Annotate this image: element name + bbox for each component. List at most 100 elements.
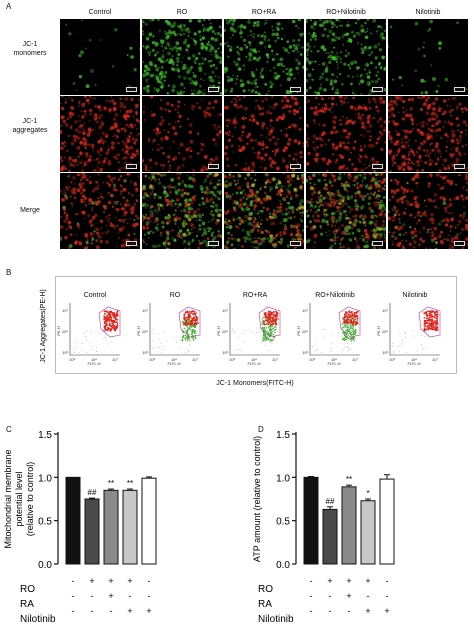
micrograph [142, 19, 222, 95]
flow-plot-title: Nilotinib [402, 292, 428, 299]
significance-mark: ** [127, 479, 133, 488]
scale-bar [454, 164, 465, 169]
flow-inner-ylabel: PE-H [296, 326, 301, 336]
column-label: Control [88, 9, 112, 16]
condition-sign: - [329, 591, 332, 601]
row-label-text: Merge [20, 207, 40, 214]
flow-gate-polygon [98, 306, 121, 338]
flow-y-tick-label: 10³ [142, 350, 148, 355]
significance-mark: ** [346, 475, 352, 484]
condition-sign: + [384, 606, 389, 616]
condition-sign: + [108, 576, 113, 586]
flow-plot-title: RO+Nilotinib [315, 292, 355, 299]
condition-label: RA [258, 599, 272, 610]
significance-mark: ## [88, 488, 97, 497]
y-tick-label: 0.0 [38, 560, 52, 571]
bar [103, 489, 119, 565]
flow-plot-title: RO [169, 292, 181, 299]
condition-sign: + [365, 576, 370, 586]
y-tick-label: 0.5 [38, 517, 52, 528]
condition-sign: - [148, 576, 151, 586]
condition-sign: - [72, 576, 75, 586]
flow-x-tick-label: 10³ [309, 357, 315, 362]
micrograph [388, 96, 468, 172]
micrograph [142, 96, 222, 172]
flow-y-tick-label: 10⁵ [382, 329, 388, 334]
flow-x-axis-label: JC-1 Monomers(FITC-H) [216, 380, 294, 387]
row-label-aggregates: JC-1 aggregates [3, 117, 57, 135]
y-tick-label: 1.0 [276, 473, 290, 484]
significance-mark: * [366, 489, 369, 498]
flow-y-tick-label: 10⁷ [302, 308, 308, 313]
flow-y-tick-label: 10⁵ [142, 329, 148, 334]
flow-scatter-plot: 10³ 10⁵ 10⁷ 10³ 10⁵ 10⁷ FITC-H PE-H [56, 303, 121, 365]
condition-sign: + [346, 591, 351, 601]
condition-label: Nilotinib [20, 614, 56, 625]
bar [360, 500, 376, 565]
flow-x-tick-label: 10⁷ [432, 357, 438, 362]
column-label: Nilotinib [415, 9, 441, 16]
condition-sign: - [386, 576, 389, 586]
flow-y-tick-label: 10³ [302, 350, 308, 355]
condition-sign: - [310, 591, 313, 601]
flow-inner-xlabel: FITC-H [327, 361, 340, 365]
flow-gate-polygon [178, 306, 201, 338]
flow-gate-polygon [338, 306, 361, 338]
condition-sign: - [348, 606, 351, 616]
flow-y-tick-label: 10³ [62, 350, 68, 355]
condition-sign: - [310, 606, 313, 616]
micrograph [306, 96, 386, 172]
condition-label: Nilotinib [258, 614, 294, 625]
flow-plot-title: Control [83, 292, 107, 299]
flow-x-tick-label: 10⁷ [112, 357, 118, 362]
row-label-merge: Merge [3, 206, 57, 215]
panel-b-letter: B [6, 268, 12, 277]
bar [122, 489, 138, 565]
flow-axes [149, 303, 200, 356]
flow-x-tick-label: 10³ [229, 357, 235, 362]
condition-sign: - [72, 591, 75, 601]
flow-x-tick-label: 10⁷ [352, 357, 358, 362]
flow-y-tick-label: 10⁵ [62, 329, 68, 334]
flow-cytometry-frame [55, 276, 457, 374]
flow-plot-title: RO+RA [242, 292, 268, 299]
y-axis-label: ATP amount (relative to control) [252, 436, 262, 562]
condition-label: RO [20, 584, 35, 595]
flow-x-tick-label: 10⁵ [171, 357, 177, 362]
flow-axes [309, 303, 360, 356]
flow-x-tick-label: 10³ [69, 357, 75, 362]
flow-scatter-plot: 10³ 10⁵ 10⁷ 10³ 10⁵ 10⁷ FITC-H PE-H [376, 303, 441, 365]
micrograph [60, 19, 140, 95]
panel-a-letter: A [6, 2, 12, 11]
significance-mark: ## [326, 497, 335, 506]
row-label-text: JC-1 monomers [13, 41, 47, 57]
flow-y-tick-label: 10⁷ [62, 308, 68, 313]
bar [84, 498, 100, 565]
column-label: RO [176, 9, 188, 16]
flow-x-tick-label: 10⁵ [331, 357, 337, 362]
micrograph [388, 173, 468, 249]
flow-scatter-plot: 10³ 10⁵ 10⁷ 10³ 10⁵ 10⁷ FITC-H PE-H [296, 303, 361, 365]
flow-y-tick-label: 10⁵ [302, 329, 308, 334]
flow-y-tick-label: 10⁷ [382, 308, 388, 313]
scale-bar [454, 87, 465, 92]
scale-bar [372, 87, 383, 92]
bar [65, 476, 81, 565]
micrograph [60, 173, 140, 249]
flow-y-tick-label: 10³ [222, 350, 228, 355]
flow-gate-polygon [418, 306, 441, 338]
flow-y-tick-label: 10⁷ [142, 308, 148, 313]
scale-bar [372, 241, 383, 246]
flow-inner-xlabel: FITC-H [247, 361, 260, 365]
bar [141, 477, 157, 565]
condition-sign: + [127, 576, 132, 586]
flow-x-tick-label: 10³ [389, 357, 395, 362]
condition-sign: - [329, 606, 332, 616]
scale-bar [208, 87, 219, 92]
condition-sign: - [110, 606, 113, 616]
condition-label: RA [20, 599, 34, 610]
flow-x-tick-label: 10⁵ [411, 357, 417, 362]
condition-sign: - [148, 591, 151, 601]
micrograph [388, 19, 468, 95]
condition-sign: - [72, 606, 75, 616]
